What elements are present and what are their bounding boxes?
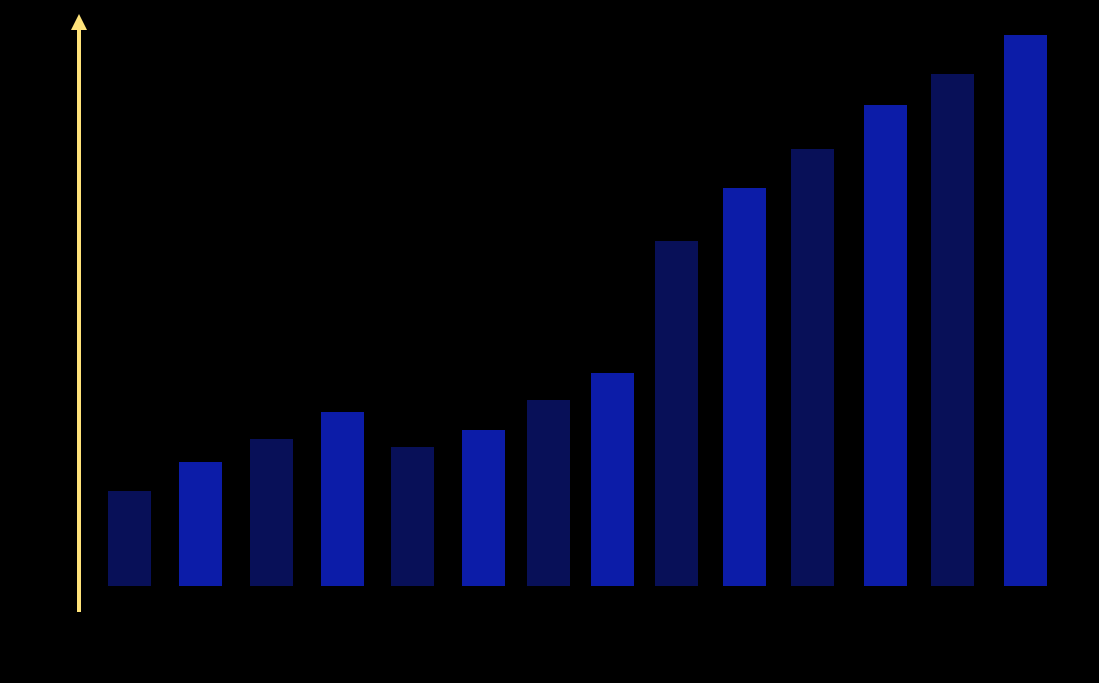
bars-group: [108, 35, 1047, 586]
bar-14: [1004, 35, 1047, 586]
bar-11: [791, 149, 834, 586]
bar-2: [179, 462, 222, 586]
bar-6: [462, 430, 505, 586]
bar-1: [108, 491, 151, 586]
bar-5: [391, 447, 434, 586]
bar-3: [250, 439, 293, 586]
bar-9: [655, 241, 698, 586]
bar-12: [864, 105, 907, 586]
bar-13: [931, 74, 974, 586]
bar-8: [591, 373, 634, 586]
y-axis-arrow-icon: [71, 14, 87, 30]
bar-10: [723, 188, 766, 586]
bar-7: [527, 400, 570, 586]
bar-4: [321, 412, 364, 586]
